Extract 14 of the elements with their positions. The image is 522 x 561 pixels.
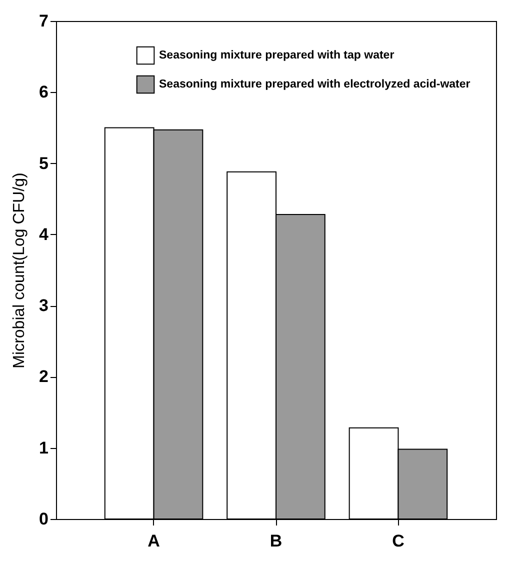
x-tick-label: A [148, 532, 160, 550]
y-axis-title: Microbial count(Log CFU/g) [11, 172, 28, 368]
y-tick-label: 0 [39, 510, 48, 528]
y-tick-label: 7 [39, 12, 48, 30]
y-tick-label: 5 [39, 154, 48, 173]
y-tick-label: 4 [39, 224, 50, 244]
y-tick-label: 6 [39, 82, 48, 102]
legend-label: Seasoning mixture prepared with tap water [159, 50, 395, 62]
y-tick-label: 1 [39, 438, 48, 458]
legend-label: Seasoning mixture prepared with electrolyzed acid-water [159, 78, 471, 90]
x-tick-label: C [392, 532, 404, 550]
y-tick-label: 2 [39, 367, 48, 386]
y-tick-label: 3 [39, 296, 48, 316]
x-tick-label: B [270, 532, 282, 550]
